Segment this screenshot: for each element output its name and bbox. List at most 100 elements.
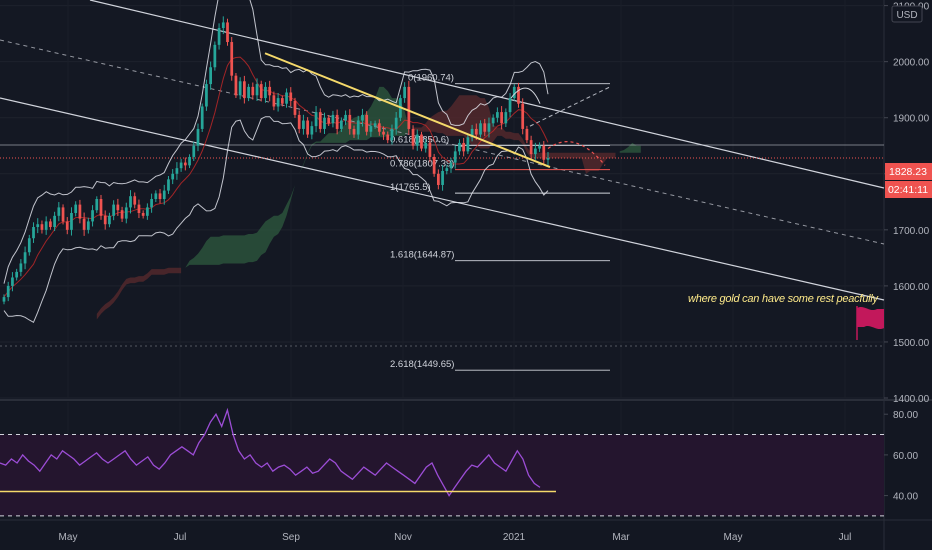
fib-level-label[interactable]: 0.618(1850.6) — [390, 134, 449, 145]
candle-body — [276, 98, 280, 107]
descending-channel[interactable] — [0, 0, 885, 347]
time-tick-label: Mar — [612, 532, 630, 543]
fibonacci-extension[interactable]: 0(1960.74) 0.618(1850.6) 0.786(1807.39) 1(1… — [390, 73, 610, 371]
time-tick-label: Nov — [394, 532, 412, 543]
candle-body — [11, 277, 14, 286]
last-price-label: 1828.23 — [889, 166, 927, 178]
candle-body — [188, 156, 191, 166]
currency-badge[interactable] — [891, 5, 923, 23]
candle-body — [44, 221, 48, 230]
candle-body — [458, 142, 461, 152]
candle-body — [382, 131, 385, 135]
candle-body — [517, 86, 520, 104]
candle-body — [32, 227, 35, 239]
candle-body — [441, 170, 444, 185]
candle-body — [470, 128, 474, 138]
fib-level-label[interactable]: 0(1960.74) — [408, 73, 454, 84]
currency-label[interactable]: USD — [896, 10, 917, 21]
candle-body — [331, 114, 335, 124]
candle-body — [137, 204, 141, 214]
candle-body — [108, 215, 111, 225]
candle-body — [247, 86, 250, 99]
candle-body — [445, 168, 449, 171]
candle-body — [491, 117, 495, 124]
candle-body — [318, 112, 322, 129]
time-tick-label: Jul — [839, 532, 852, 543]
fib-level-label[interactable]: 1.618(1644.87) — [390, 250, 454, 261]
fib-level-label[interactable]: 2.618(1449.65) — [390, 359, 454, 370]
candle-body — [158, 193, 162, 199]
candle-body — [436, 173, 440, 185]
candle-body — [141, 213, 145, 216]
fib-level-label[interactable]: 1(1765.5) — [390, 182, 431, 193]
candle-body — [542, 145, 546, 160]
yellow-trendline[interactable] — [264, 52, 551, 168]
time-tick-label: Jul — [174, 532, 187, 543]
candle-body — [243, 81, 246, 99]
candle-body — [133, 196, 137, 205]
candle-body — [70, 213, 73, 230]
candle-body — [289, 92, 293, 101]
candle-body — [234, 75, 238, 96]
fib-level-label[interactable]: 0.786(1807.39) — [390, 159, 454, 170]
candle-body — [57, 207, 61, 216]
candle-body — [348, 114, 352, 129]
candle-body — [369, 126, 373, 132]
candle-body — [314, 112, 318, 127]
candle-body — [78, 204, 82, 219]
bollinger-basis — [3, 56, 549, 298]
candle-body — [23, 252, 27, 264]
candle-body — [200, 106, 204, 129]
candle-body — [74, 204, 78, 214]
price-tick-label: 2000.00 — [893, 58, 930, 69]
candle-body — [365, 114, 369, 132]
candle-body — [192, 145, 196, 157]
candle-body — [217, 28, 221, 45]
candle-body — [525, 128, 529, 141]
candle-body — [40, 224, 44, 230]
candle-body — [432, 156, 436, 174]
candle-body — [103, 215, 107, 225]
rsi-line — [0, 407, 541, 497]
candle-body — [53, 215, 56, 228]
candle-body — [529, 140, 533, 155]
rsi-tick-label: 60.00 — [893, 451, 918, 462]
candle-body — [259, 84, 263, 99]
channel-upper-line[interactable] — [89, 0, 885, 189]
candle-body — [428, 142, 432, 157]
candle-body — [390, 128, 394, 141]
time-tick-label: May — [724, 532, 743, 543]
rsi-tick-label: 40.00 — [893, 492, 918, 503]
candle-body — [323, 117, 326, 129]
candle-body — [462, 142, 466, 152]
candle-body — [521, 103, 525, 129]
candle-body — [154, 193, 158, 199]
candle-body — [508, 98, 512, 113]
candle-body — [373, 123, 377, 127]
candle-body — [361, 114, 364, 121]
annotation-note[interactable]: where gold can have some rest peacfully — [688, 293, 880, 305]
candle-body — [546, 158, 550, 160]
flag-icon[interactable] — [856, 306, 884, 340]
price-tick-label: 1400.00 — [893, 394, 930, 405]
candle-body — [474, 128, 478, 135]
candle-body — [339, 120, 343, 129]
peak-arc[interactable] — [510, 87, 541, 104]
candle-body — [82, 218, 86, 230]
last-price-badge[interactable] — [885, 163, 932, 180]
trendline-drawings[interactable] — [264, 52, 611, 168]
candle-body — [255, 84, 259, 96]
candle-body — [420, 134, 423, 149]
candle-body — [124, 207, 128, 219]
countdown-badge[interactable] — [885, 181, 932, 198]
candle-body — [453, 151, 457, 163]
candle-body — [424, 142, 428, 149]
channel-lower-line[interactable] — [0, 97, 885, 301]
candle-body — [407, 86, 411, 129]
candle-body — [496, 112, 499, 118]
projection-dashed-line[interactable] — [529, 86, 611, 127]
candle-body — [251, 86, 255, 96]
candle-body — [327, 117, 331, 124]
price-tick-label: 1600.00 — [893, 282, 930, 293]
